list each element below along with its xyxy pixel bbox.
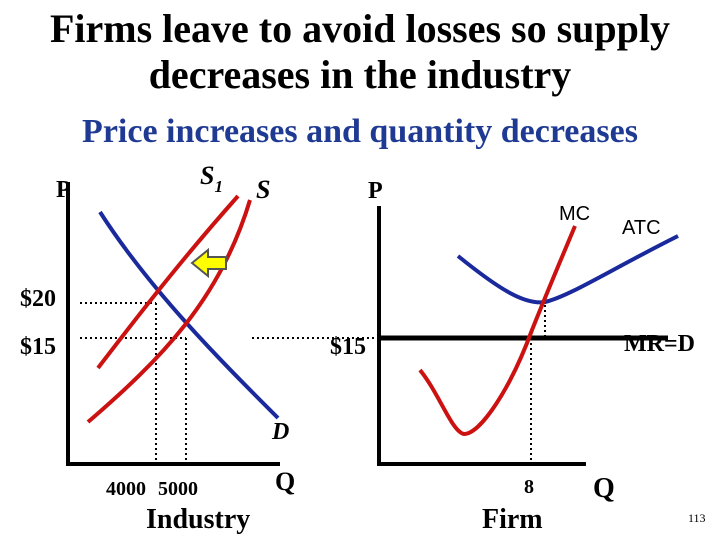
slide-title-line-2: decreases in the industry [148, 52, 572, 97]
supply-old-label: S [256, 175, 270, 204]
industry-x-axis-label: Q [275, 467, 295, 496]
industry-price-label-20: $20 [20, 286, 56, 312]
firm-graph: P MC ATC $15 MR=D 8 Q Firm [252, 178, 695, 535]
atc-label: ATC [622, 217, 661, 239]
industry-supply-new-curve [96, 194, 240, 370]
firm-price-label-15: $15 [330, 334, 366, 360]
firm-qty-label-8: 8 [524, 476, 534, 498]
industry-supply-old-curve [86, 199, 252, 424]
industry-caption: Industry [146, 504, 250, 535]
firm-x-axis-label: Q [593, 473, 615, 504]
industry-qty-label-5000: 5000 [158, 478, 198, 500]
supply-new-label: S1 [200, 161, 223, 196]
industry-qty-label-4000: 4000 [106, 478, 146, 500]
industry-graph: P S1 S $20 $15 D 4000 5000 Q Industry [20, 161, 295, 535]
slide-title-line-1: Firms leave to avoid losses so supply [49, 6, 671, 51]
supply-shift-arrow [190, 247, 227, 279]
slide-subtitle: Price increases and quantity decreases [82, 113, 638, 150]
demand-label: D [271, 419, 289, 445]
industry-price-label-15: $15 [20, 334, 56, 360]
page-number: 113 [688, 511, 706, 525]
firm-y-axis-label: P [368, 178, 383, 204]
firm-mc-curve [418, 225, 577, 437]
mc-label: MC [559, 203, 590, 225]
industry-y-axis-label: P [56, 177, 71, 203]
slide-title: Firms leave to avoid losses so supply de… [0, 6, 720, 98]
mr-label: MR=D [624, 331, 695, 357]
firm-caption: Firm [482, 504, 543, 535]
